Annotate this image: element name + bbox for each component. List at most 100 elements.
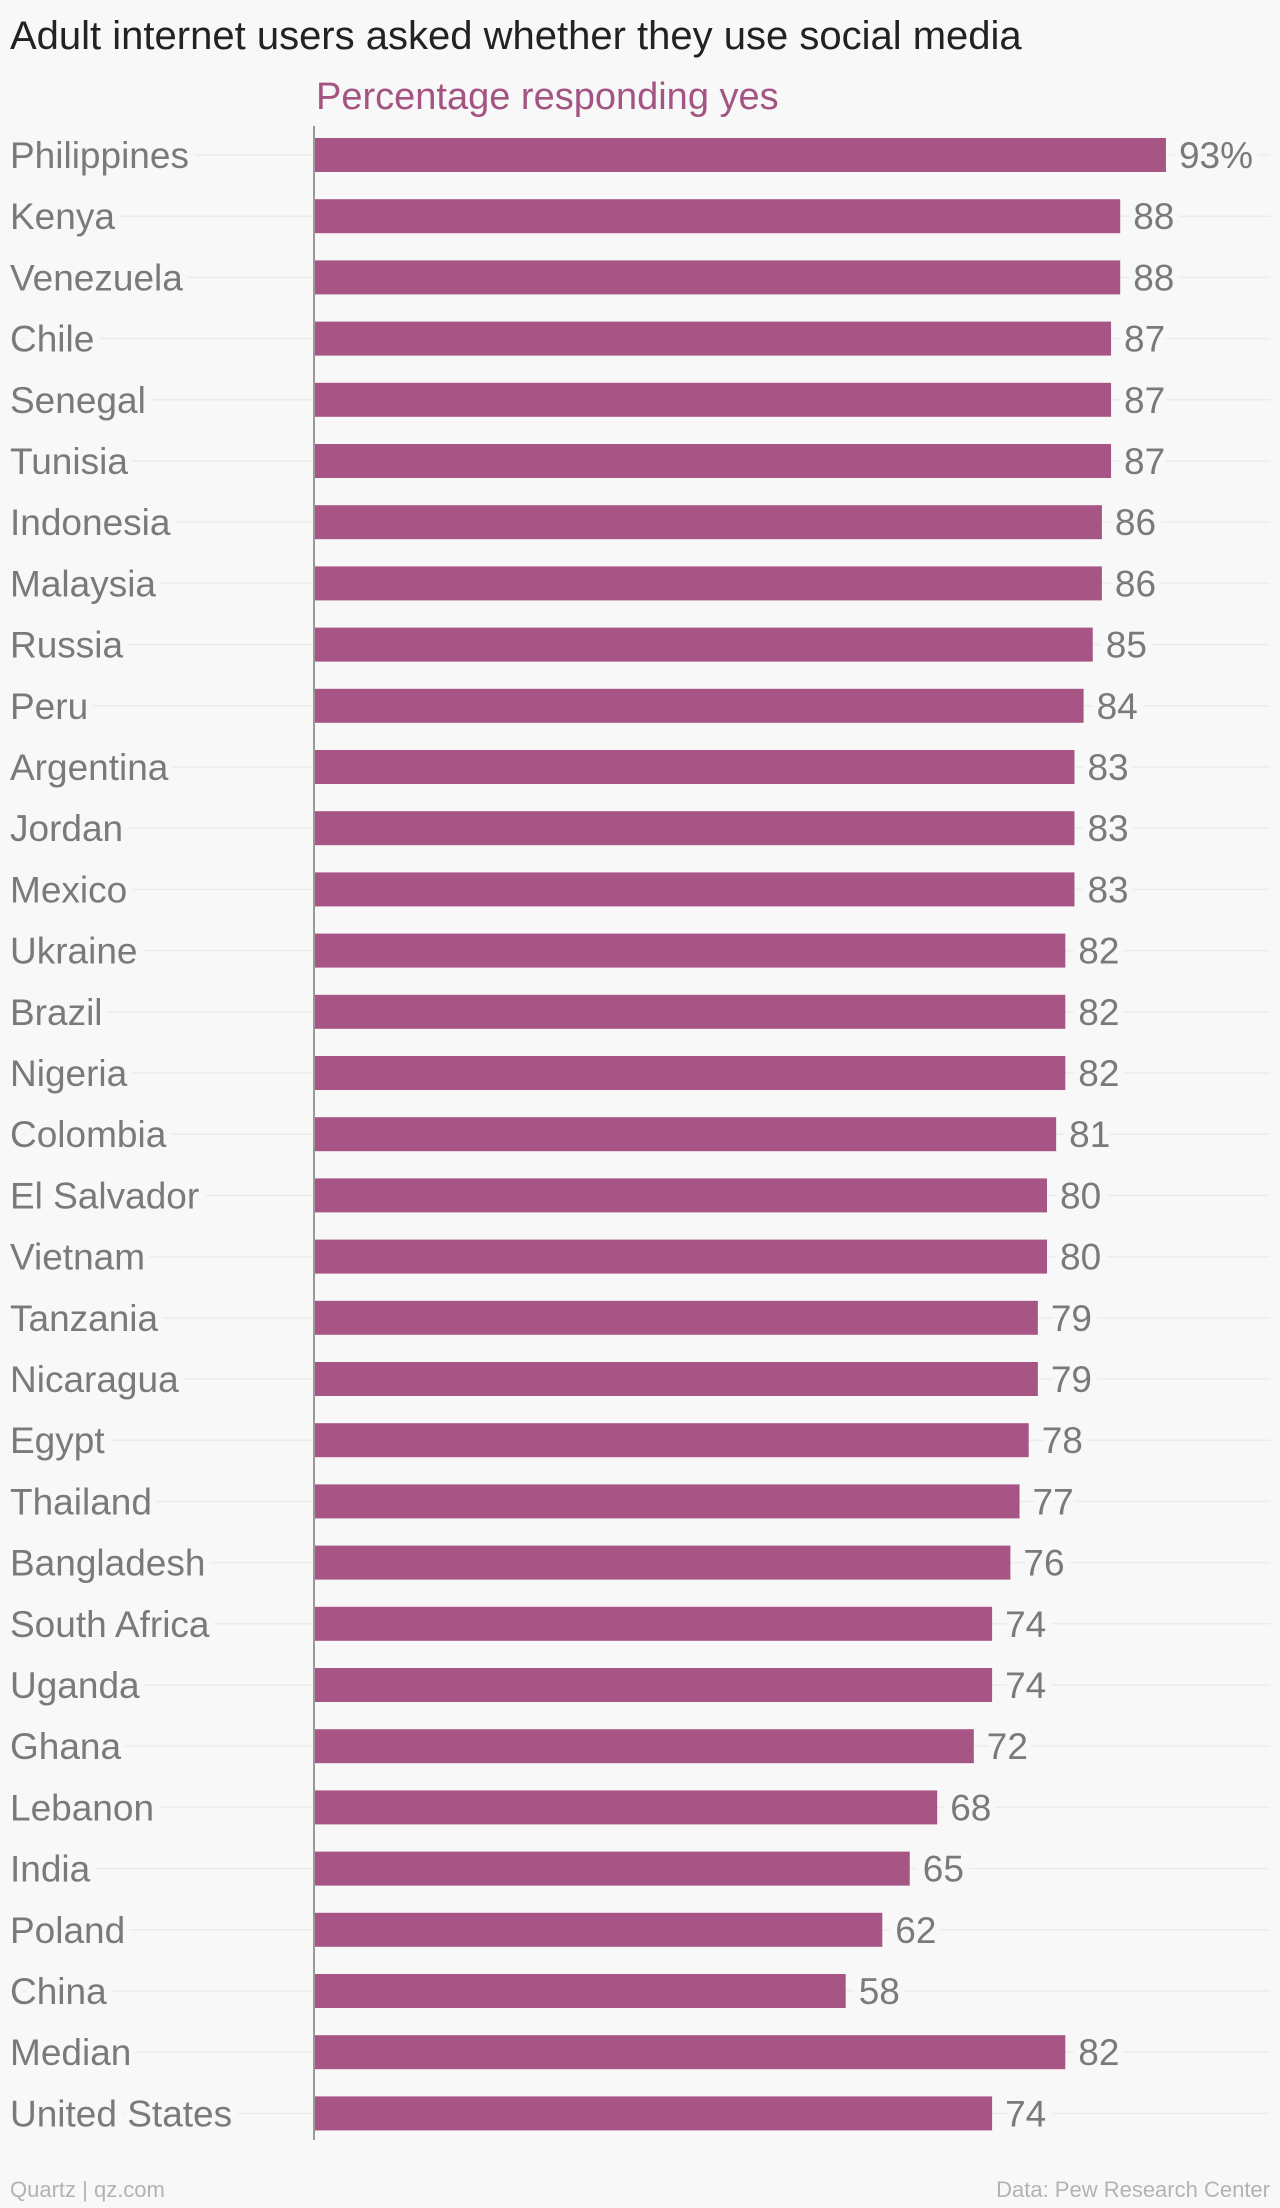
value-label: 88 — [1133, 196, 1174, 237]
bar-peru — [315, 688, 1084, 723]
bar-nicaragua — [315, 1362, 1038, 1396]
category-label: South Africa — [10, 1604, 210, 1645]
value-label: 78 — [1042, 1420, 1083, 1461]
bar-nigeria — [315, 1056, 1066, 1090]
bar-ukraine — [315, 933, 1066, 968]
value-label: 87 — [1124, 441, 1165, 482]
value-label: 81 — [1069, 1114, 1110, 1155]
bar-argentina — [315, 750, 1075, 784]
category-label: Argentina — [10, 747, 169, 788]
bar-egypt — [315, 1423, 1029, 1458]
bar-philippines — [315, 138, 1166, 172]
category-label: Senegal — [10, 380, 146, 421]
bar-el-salvador — [315, 1178, 1047, 1213]
bars — [315, 138, 1166, 2131]
category-label: Median — [10, 2032, 131, 2073]
value-label: 62 — [895, 1910, 936, 1951]
category-label: Nigeria — [10, 1053, 128, 1094]
value-label: 82 — [1078, 1053, 1119, 1094]
value-label: 86 — [1115, 563, 1156, 604]
chart-title: Adult internet users asked whether they … — [10, 14, 1022, 58]
category-label: Indonesia — [10, 502, 171, 543]
category-label: China — [10, 1971, 107, 2012]
value-label: 82 — [1078, 992, 1119, 1033]
category-label: Thailand — [10, 1481, 152, 1522]
value-label: 74 — [1005, 1604, 1046, 1645]
value-label: 74 — [1005, 1665, 1046, 1706]
category-label: Ghana — [10, 1726, 122, 1767]
value-label: 79 — [1051, 1298, 1092, 1339]
value-label: 84 — [1097, 686, 1138, 727]
category-label: El Salvador — [10, 1175, 199, 1216]
value-label: 93% — [1179, 135, 1253, 176]
bar-thailand — [315, 1484, 1020, 1519]
value-label: 68 — [950, 1787, 991, 1828]
category-label: Tanzania — [10, 1298, 159, 1339]
category-label: Jordan — [10, 808, 123, 849]
chart-subtitle: Percentage responding yes — [316, 76, 779, 118]
bar-senegal — [315, 382, 1112, 417]
bar-united-states — [315, 2096, 993, 2131]
value-label: 77 — [1033, 1481, 1074, 1522]
value-label: 87 — [1124, 380, 1165, 421]
category-label: Philippines — [10, 135, 189, 176]
bar-ghana — [315, 1729, 974, 1764]
bar-tunisia — [315, 444, 1112, 478]
bar-malaysia — [315, 566, 1102, 601]
bar-venezuela — [315, 260, 1121, 295]
bar-poland — [315, 1912, 883, 1947]
value-label: 83 — [1087, 808, 1128, 849]
bar-bangladesh — [315, 1545, 1011, 1580]
category-label: Venezuela — [10, 257, 183, 298]
category-label: Peru — [10, 686, 88, 727]
category-label: India — [10, 1849, 91, 1890]
category-label: Mexico — [10, 869, 127, 910]
footer-credit: Quartz | qz.com — [10, 2177, 165, 2202]
value-label: 76 — [1023, 1543, 1064, 1584]
category-label: Russia — [10, 625, 124, 666]
value-label: 83 — [1087, 747, 1128, 788]
category-label: Chile — [10, 319, 94, 360]
bar-median — [315, 2035, 1066, 2070]
bar-tanzania — [315, 1300, 1038, 1335]
bar-chile — [315, 321, 1112, 356]
bar-south-africa — [315, 1606, 993, 1641]
bar-jordan — [315, 811, 1075, 846]
value-label: 58 — [859, 1971, 900, 2012]
value-label: 83 — [1087, 869, 1128, 910]
bar-indonesia — [315, 505, 1102, 540]
value-label: 85 — [1106, 625, 1147, 666]
footer-source: Data: Pew Research Center — [996, 2177, 1270, 2202]
value-label: 86 — [1115, 502, 1156, 543]
category-label: Ukraine — [10, 931, 138, 972]
bar-uganda — [315, 1668, 993, 1702]
category-label: Nicaragua — [10, 1359, 179, 1400]
bar-mexico — [315, 872, 1075, 907]
bar-vietnam — [315, 1239, 1047, 1274]
category-label: Colombia — [10, 1114, 167, 1155]
value-label: 80 — [1060, 1237, 1101, 1278]
bar-kenya — [315, 199, 1121, 234]
value-label: 72 — [987, 1726, 1028, 1767]
value-label: 74 — [1005, 2093, 1046, 2134]
category-label: Egypt — [10, 1420, 105, 1461]
category-label: Uganda — [10, 1665, 140, 1706]
value-label: 80 — [1060, 1175, 1101, 1216]
category-label: Tunisia — [10, 441, 128, 482]
bar-russia — [315, 627, 1093, 662]
category-labels: Philippines Kenya Venezuela Chile Senegal Tun… — [3, 128, 239, 2141]
value-label: 65 — [923, 1849, 964, 1890]
value-labels: 93%8888878787868685848383838282828180807… — [852, 128, 1260, 2141]
category-label: Bangladesh — [10, 1543, 205, 1584]
bar-brazil — [315, 994, 1066, 1029]
value-label: 87 — [1124, 319, 1165, 360]
category-label: Brazil — [10, 992, 103, 1033]
category-label: United States — [10, 2093, 232, 2134]
value-label: 82 — [1078, 2032, 1119, 2073]
value-label: 82 — [1078, 931, 1119, 972]
bar-india — [315, 1851, 910, 1886]
category-label: Poland — [10, 1910, 125, 1951]
bar-china — [315, 1974, 846, 2008]
category-label: Kenya — [10, 196, 115, 237]
value-label: 79 — [1051, 1359, 1092, 1400]
